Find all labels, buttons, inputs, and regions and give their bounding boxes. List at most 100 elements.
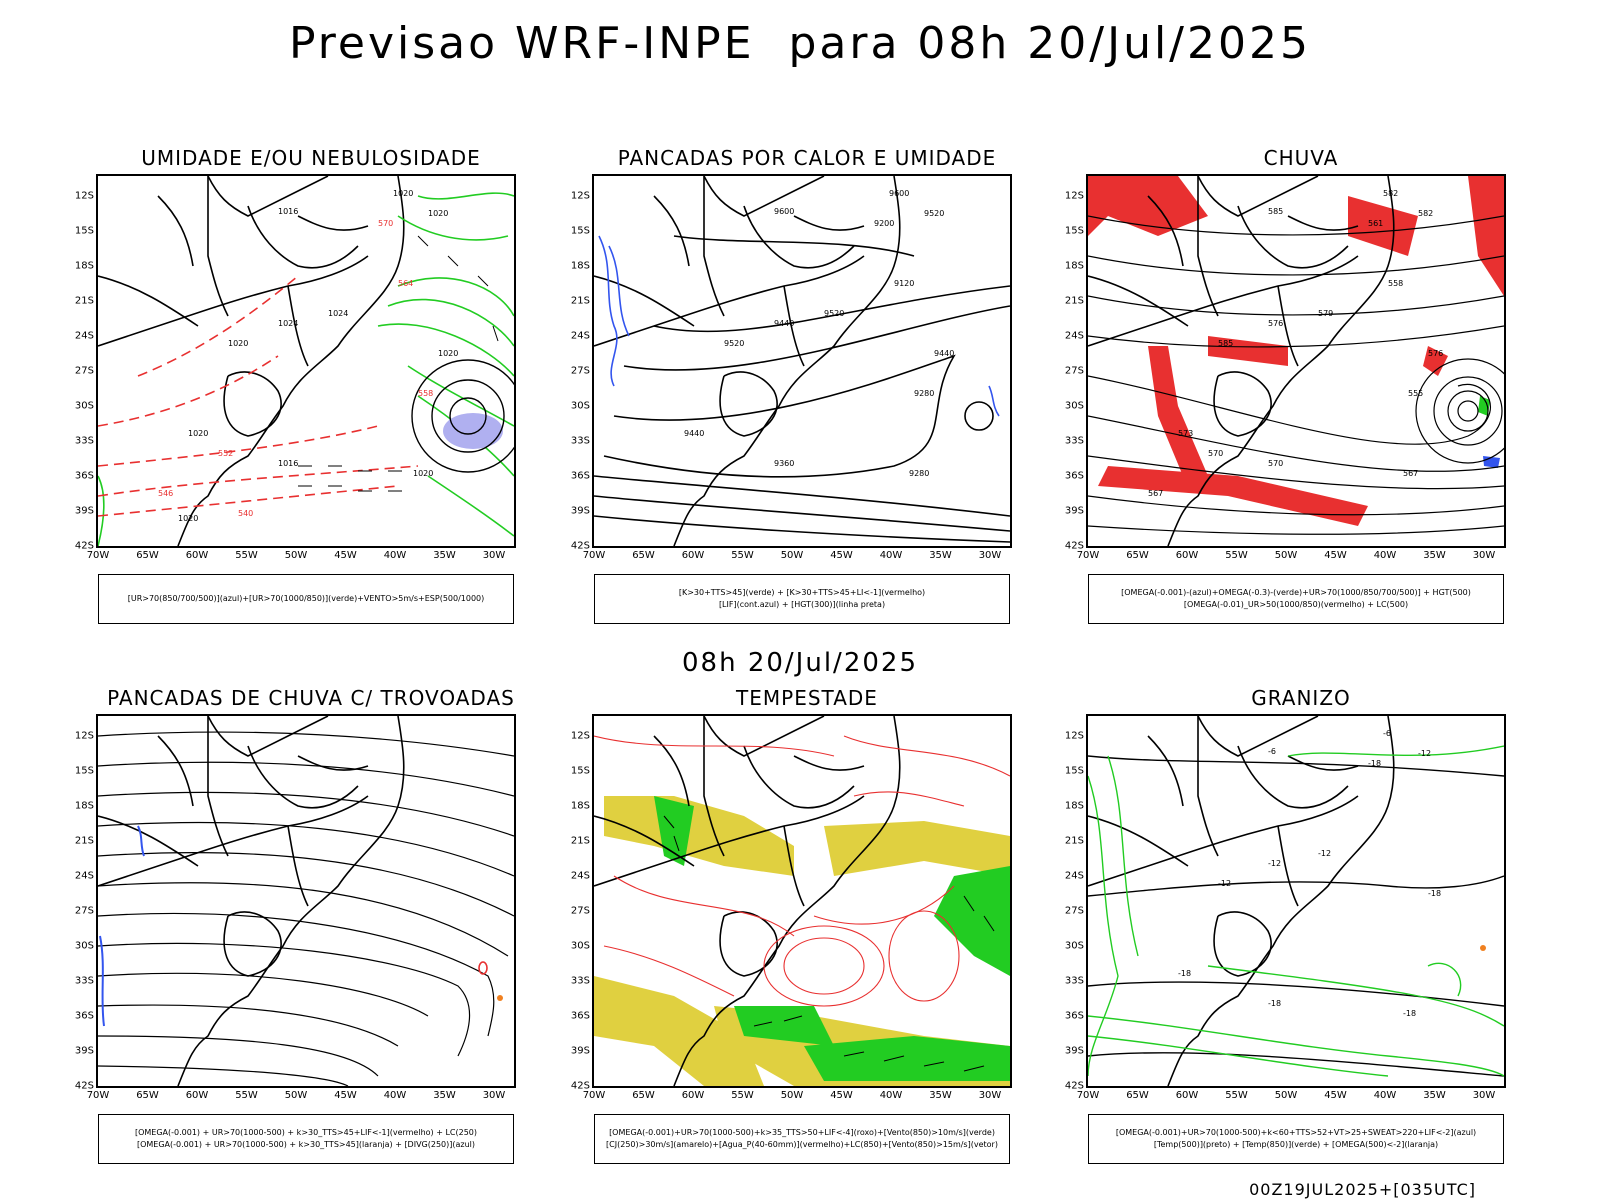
lat-tick-label: 15S: [570, 765, 590, 777]
panel-legend: [OMEGA(-0.001)+UR>70(1000-500)+k>35_TTS>…: [594, 1114, 1010, 1164]
lat-tick-label: 18S: [570, 260, 590, 272]
black-wind-vectors: [663, 815, 995, 1072]
lat-tick-label: 15S: [74, 765, 94, 777]
contour-label: 1020: [228, 339, 248, 348]
lon-tick-label: 40W: [1373, 550, 1397, 561]
lat-axis: 12S 15S 18S 21S 24S 27S 30S 33S 36S 39S 42S: [556, 174, 590, 552]
map-tempestade: [592, 714, 1012, 1088]
lat-tick-label: 42S: [570, 540, 590, 552]
lat-tick-label: 24S: [570, 330, 590, 342]
lon-tick-label: 30W: [1472, 1090, 1496, 1101]
coastline-and-borders: [1088, 716, 1395, 1086]
contour-label: 570: [1268, 459, 1283, 468]
lat-tick-label: 21S: [1064, 295, 1084, 307]
lat-tick-label: 36S: [570, 1010, 590, 1022]
panel-legend: [UR>70(850/700/500)](azul)+[UR>70(1000/8…: [98, 574, 514, 624]
contour-label: 9520: [724, 339, 744, 348]
lat-tick-label: 27S: [1064, 365, 1084, 377]
contour-label: 9440: [934, 349, 954, 358]
contour-label: 9440: [684, 429, 704, 438]
contour-label: -18: [1403, 1009, 1416, 1018]
coastline-and-borders: [98, 716, 405, 1086]
orange-thunder-area: [497, 995, 503, 1001]
lat-tick-label: 21S: [1064, 835, 1084, 847]
lat-tick-label: 15S: [1064, 225, 1084, 237]
legend-line-2: [OMEGA(-0.001) + UR>70(1000-500) + k>30_…: [136, 1140, 476, 1149]
lat-tick-label: 24S: [570, 870, 590, 882]
contour-label: -12: [1268, 859, 1281, 868]
lat-tick-label: 21S: [74, 835, 94, 847]
lat-tick-label: 12S: [1064, 190, 1084, 202]
black-isobars: [411, 359, 514, 473]
lon-tick-label: 50W: [284, 550, 308, 561]
forecast-date-label: 08h 20/Jul/2025: [682, 648, 918, 678]
lat-tick-label: 18S: [1064, 800, 1084, 812]
red-thunder-area: [478, 961, 488, 975]
panel-title: GRANIZO: [1251, 686, 1351, 710]
lat-tick-label: 27S: [570, 365, 590, 377]
contour-label: 567: [1148, 489, 1163, 498]
green-wind-areas: [654, 796, 1010, 1081]
lat-tick-label: 15S: [1064, 765, 1084, 777]
lon-axis: 70W 65W 60W 55W 50W 45W 40W 35W 30W: [583, 1090, 1012, 1104]
lat-tick-label: 12S: [74, 730, 94, 742]
lat-tick-label: 33S: [570, 435, 590, 447]
contour-label: 546: [158, 489, 173, 498]
panel-legend: [OMEGA(-0.001) + UR>70(1000-500) + k>30_…: [98, 1114, 514, 1164]
lat-axis: 12S 15S 18S 21S 24S 27S 30S 33S 36S 39S 42S: [1050, 174, 1084, 552]
contour-label: 1024: [278, 319, 298, 328]
lon-tick-label: 70W: [1076, 550, 1100, 561]
lat-tick-label: 21S: [570, 835, 590, 847]
legend-line-2: [Temp(500)](preto) + [Temp(850)](verde) …: [1153, 1140, 1439, 1149]
lon-tick-label: 45W: [334, 550, 357, 561]
panel-title: PANCADAS DE CHUVA C/ TROVOADAS: [107, 686, 515, 710]
lat-tick-label: 12S: [570, 730, 590, 742]
lon-tick-label: 40W: [1373, 1090, 1397, 1101]
contour-label: 558: [418, 389, 433, 398]
lat-axis: 12S 15S 18S 21S 24S 27S 30S 33S 36S 39S 42S: [60, 714, 94, 1092]
lat-tick-label: 27S: [74, 365, 94, 377]
red-streamlines: [594, 735, 1010, 1007]
contour-label: 9120: [894, 279, 914, 288]
lon-tick-label: 65W: [632, 550, 655, 561]
panel-title: UMIDADE E/OU NEBULOSIDADE: [141, 146, 481, 170]
lon-axis: 70W 65W 60W 55W 50W 45W 40W 35W 30W: [583, 550, 1012, 564]
lon-tick-label: 30W: [978, 550, 1002, 561]
legend-line-2: [CJ(250)>30m/s](amarelo)+[Agua_P(40-60mm…: [606, 1140, 998, 1149]
contour-labels: 1016 1020 1020 1020 1024 1024 1020 1020 1016 1020…: [158, 189, 458, 523]
lon-tick-label: 70W: [1076, 1090, 1100, 1101]
lon-tick-label: 55W: [1225, 1090, 1248, 1101]
legend-line-1: [OMEGA(-0.001)+UR>70(1000-500)+k>35_TTS>…: [609, 1128, 995, 1137]
contour-label: 1020: [428, 209, 448, 218]
legend-line-2: [LIF](cont.azul) + [HGT(300)](linha pret…: [718, 600, 886, 609]
contour-label: 555: [1408, 389, 1423, 398]
lon-tick-label: 45W: [830, 1090, 853, 1101]
contour-label: 579: [1318, 309, 1333, 318]
contour-label: 1020: [438, 349, 458, 358]
lat-tick-label: 42S: [74, 1080, 94, 1092]
lat-tick-label: 36S: [570, 470, 590, 482]
lon-tick-label: 55W: [731, 550, 754, 561]
lon-tick-label: 70W: [86, 550, 110, 561]
lat-tick-label: 30S: [74, 940, 94, 952]
lat-tick-label: 21S: [74, 295, 94, 307]
lon-tick-label: 30W: [978, 1090, 1002, 1101]
lat-tick-label: 33S: [74, 975, 94, 987]
lat-tick-label: 12S: [74, 190, 94, 202]
lat-tick-label: 24S: [74, 870, 94, 882]
lat-tick-label: 33S: [1064, 435, 1084, 447]
lat-tick-label: 18S: [1064, 260, 1084, 272]
lon-tick-label: 50W: [1274, 1090, 1298, 1101]
lat-tick-label: 33S: [570, 975, 590, 987]
legend-line-1: [K>30+TTS>45](verde) + [K>30+TTS>45+LI<-…: [678, 588, 926, 597]
contour-label: 9520: [824, 309, 844, 318]
lon-tick-label: 40W: [383, 1090, 407, 1101]
lon-tick-label: 50W: [1274, 550, 1298, 561]
panel-legend: [OMEGA(-0.001)+UR>70(1000-500)+k<60+TTS>…: [1088, 1114, 1504, 1164]
lat-tick-label: 12S: [570, 190, 590, 202]
panel-title: TEMPESTADE: [736, 686, 878, 710]
contour-label: 9280: [914, 389, 934, 398]
orange-omega: [1480, 945, 1486, 951]
lat-tick-label: 39S: [1064, 505, 1084, 517]
lat-tick-label: 12S: [1064, 730, 1084, 742]
